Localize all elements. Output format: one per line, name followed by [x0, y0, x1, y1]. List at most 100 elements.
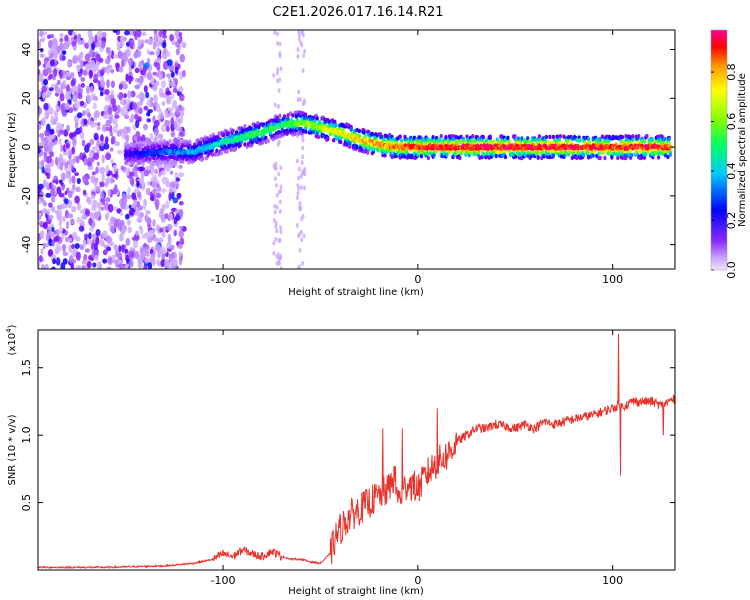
noise-cell	[142, 70, 147, 76]
noise-cell	[153, 237, 159, 242]
noise-cell	[129, 259, 134, 268]
noise-cell	[161, 232, 166, 238]
noise-cell	[105, 152, 112, 161]
ridge-halo	[506, 135, 510, 140]
noise-cell	[127, 187, 131, 195]
streak-cell	[273, 30, 277, 36]
noise-cell	[162, 41, 167, 49]
noise-cell	[125, 237, 131, 246]
noise-cell	[43, 157, 47, 163]
noise-cell	[145, 187, 151, 196]
noise-cell	[69, 72, 75, 78]
noise-cell	[106, 64, 113, 70]
ridge-halo	[567, 135, 571, 140]
noise-cell	[123, 126, 129, 135]
noise-cell	[166, 125, 170, 132]
noise-cell	[95, 166, 99, 174]
streak-cell	[295, 195, 299, 201]
noise-cell	[145, 210, 151, 215]
streak-cell	[279, 229, 283, 235]
noise-cell	[105, 197, 111, 203]
ridge-halo	[349, 127, 353, 132]
noise-cell	[130, 113, 134, 122]
noise-cell	[146, 71, 152, 81]
noise-cell	[38, 183, 44, 190]
noise-cell	[143, 105, 149, 111]
ridge-halo	[215, 148, 219, 153]
ridge-halo	[389, 151, 393, 156]
noise-cell	[64, 172, 70, 180]
ridge-halo	[390, 154, 394, 160]
noise-cell	[81, 265, 85, 269]
noise-cell	[104, 214, 108, 220]
noise-cell	[124, 248, 128, 254]
ridge-halo	[353, 129, 357, 134]
noise-cell	[81, 260, 87, 265]
noise-cell	[149, 248, 154, 254]
noise-cell	[48, 182, 53, 190]
noise-cell	[135, 30, 141, 37]
noise-cell	[159, 228, 164, 233]
ridge-halo	[657, 155, 661, 160]
snr-xlabel: Height of straight line (km)	[288, 586, 424, 597]
noise-cell	[142, 74, 147, 79]
noise-cell	[146, 112, 150, 117]
noise-cell	[126, 219, 131, 226]
noise-cell	[91, 193, 95, 200]
noise-cell	[51, 240, 55, 247]
streak-cell	[300, 42, 304, 48]
noise-cell	[71, 205, 77, 213]
noise-cell	[170, 131, 176, 138]
ridge-halo	[266, 138, 270, 144]
noise-cell	[160, 170, 167, 176]
noise-cell	[38, 147, 41, 154]
noise-cell	[50, 115, 54, 122]
noise-cell	[40, 230, 45, 239]
noise-cell	[128, 30, 135, 36]
ridge-halo	[286, 117, 290, 122]
noise-cell	[58, 217, 63, 227]
streak-cell	[279, 184, 283, 190]
streak-cell	[301, 32, 305, 38]
ridge-halo	[326, 136, 330, 142]
noise-cell	[39, 141, 45, 149]
noise-cell	[174, 172, 179, 179]
noise-cell	[100, 40, 106, 49]
noise-cell	[146, 57, 151, 65]
ridge-halo	[138, 143, 142, 148]
ridge-halo	[644, 151, 648, 157]
noise-cell	[41, 165, 45, 174]
streak-cell	[276, 67, 280, 73]
noise-cell	[178, 251, 183, 257]
ridge-halo	[471, 134, 475, 139]
noise-cell	[107, 257, 113, 266]
noise-cell	[119, 211, 124, 216]
noise-cell	[85, 248, 90, 253]
noise-cell	[142, 250, 146, 258]
streak-cell	[274, 236, 278, 242]
ridge-halo	[355, 144, 359, 150]
noise-cell	[151, 78, 155, 86]
noise-cell	[178, 201, 184, 206]
noise-cell	[64, 34, 69, 43]
ridge-halo	[603, 155, 607, 161]
streak-cell	[277, 88, 281, 94]
streak-cell	[302, 233, 306, 239]
ridge-halo	[664, 153, 668, 158]
noise-cell	[56, 186, 62, 195]
noise-cell	[172, 99, 178, 109]
noise-cell	[43, 140, 49, 150]
noise-cell	[106, 266, 112, 269]
streak-cell	[301, 260, 305, 266]
ridge-halo	[481, 152, 485, 157]
noise-cell	[91, 233, 97, 240]
noise-cell	[59, 93, 65, 102]
noise-cell	[93, 132, 99, 141]
noise-cell	[161, 188, 167, 193]
noise-cell	[118, 83, 123, 90]
ridge-halo	[198, 142, 203, 147]
ridge-halo	[529, 153, 533, 159]
noise-cell	[113, 54, 118, 59]
noise-cell	[45, 181, 50, 189]
noise-cell	[153, 94, 158, 103]
